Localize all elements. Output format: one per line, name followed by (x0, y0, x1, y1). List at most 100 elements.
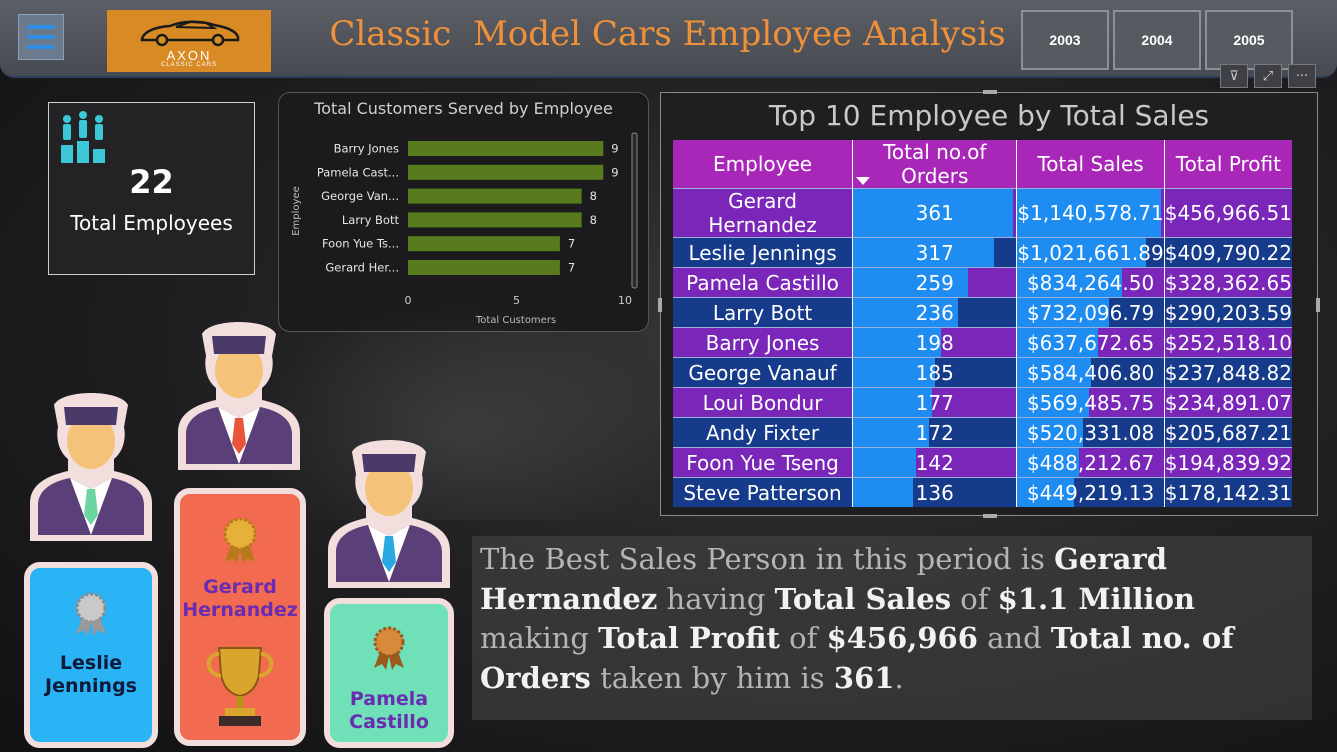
x-tick-label: 10 (618, 294, 632, 307)
table-row[interactable]: Barry Jones 198 $637,672.65 $252,518.10 (673, 327, 1292, 358)
bar[interactable] (408, 236, 560, 252)
customers-bar-chart[interactable]: Total Customers Served by Employee Emplo… (278, 92, 649, 332)
page-title: Classic Model Cars Employee Analysis (329, 14, 1006, 54)
cell-sales: $520,331.08 (1016, 417, 1165, 448)
cell-employee: Steve Patterson (673, 477, 854, 507)
year-button-2003[interactable]: 2003 (1021, 10, 1109, 70)
cell-orders-databar (853, 448, 917, 477)
total-employees-label: Total Employees (70, 211, 233, 235)
cell-employee: Loui Bondur (673, 387, 854, 418)
table-row[interactable]: Loui Bondur 177 $569,485.75 $234,891.07 (673, 387, 1292, 418)
cell-orders-databar (853, 418, 930, 447)
bronze-medal-icon (373, 626, 405, 670)
cell-sales: $584,406.80 (1016, 357, 1165, 388)
cell-employee: George Vanauf (673, 357, 854, 388)
cell-sales-databar (1017, 238, 1146, 267)
cell-profit: $290,203.59 (1164, 297, 1292, 328)
hamburger-icon[interactable] (18, 14, 64, 60)
bar-category-label: Foon Yue Ts... (322, 237, 399, 251)
table-row[interactable]: Gerard Hernandez 361 $1,140,578.71 $456,966… (673, 188, 1292, 238)
cell-profit: $328,362.65 (1164, 267, 1292, 298)
column-header-sales[interactable]: Total Sales (1016, 140, 1165, 189)
podium-second-name: Leslie Jennings (45, 652, 137, 697)
more-options-icon[interactable]: ··· (1288, 64, 1316, 88)
focus-mode-icon[interactable]: ⤢ (1254, 64, 1282, 88)
bar[interactable] (408, 212, 582, 228)
cell-employee: Barry Jones (673, 327, 854, 358)
bar[interactable] (408, 141, 604, 156)
sort-desc-icon[interactable] (856, 177, 871, 185)
background-car-sheen (250, 300, 670, 520)
table-row[interactable]: Pamela Castillo 259 $834,264.50 $328,362.65 (673, 267, 1292, 298)
bar-category-label: Gerard Her... (325, 261, 399, 275)
filter-icon[interactable]: ⊽ (1220, 64, 1248, 88)
cell-employee: Foon Yue Tseng (673, 447, 854, 478)
total-employees-card[interactable]: 22 Total Employees (48, 102, 255, 275)
bar[interactable] (408, 260, 560, 275)
cell-sales: $569,485.75 (1016, 387, 1165, 418)
gold-medal-icon (223, 517, 257, 564)
cell-sales-databar (1017, 268, 1123, 297)
table-row[interactable]: Foon Yue Tseng 142 $488,212.67 $194,839.92 (673, 447, 1292, 478)
x-tick-label: 5 (513, 294, 520, 307)
table-row[interactable]: Andy Fixter 172 $520,331.08 $205,687.21 (673, 417, 1292, 448)
cell-orders: 198 (852, 327, 1018, 358)
table-row[interactable]: George Vanauf 185 $584,406.80 $237,848.82 (673, 357, 1292, 388)
resize-handle-left[interactable] (658, 298, 662, 312)
cell-orders: 361 (852, 188, 1018, 238)
cell-sales: $732,096.79 (1016, 297, 1165, 328)
cell-orders: 236 (852, 297, 1018, 328)
resize-handle-right[interactable] (1316, 298, 1320, 312)
column-header-employee[interactable]: Employee (673, 140, 854, 189)
resize-handle-bottom[interactable] (983, 514, 997, 518)
cell-employee: Andy Fixter (673, 417, 854, 448)
car-logo-icon (140, 20, 240, 47)
chart-title: Total Customers Served by Employee (314, 99, 613, 118)
cell-employee: Gerard Hernandez (673, 188, 854, 238)
table-row[interactable]: Leslie Jennings 317 $1,021,661.89 $409,790.… (673, 237, 1292, 268)
year-button-2005[interactable]: 2005 (1205, 10, 1293, 70)
bar-value-label: 9 (611, 142, 618, 156)
cell-sales: $449,219.13 (1016, 477, 1165, 507)
trophy-icon (206, 647, 274, 726)
cell-orders: 142 (852, 447, 1018, 478)
x-tick-label: 0 (405, 294, 412, 307)
company-logo: AXON CLASSIC CARS (107, 10, 271, 72)
table-title: Top 10 Employee by Total Sales (768, 99, 1210, 132)
cell-orders-databar (853, 189, 1014, 237)
cell-orders-databar (853, 268, 968, 297)
column-header-orders[interactable]: Total no.of Orders (852, 140, 1018, 189)
table-row[interactable]: Steve Patterson 136 $449,219.13 $178,142.31 (673, 477, 1292, 507)
bar[interactable] (408, 188, 582, 204)
bar-chart-svg: Employee Total Customers Barry Jones 9 Pam… (291, 132, 638, 326)
cell-sales: $488,212.67 (1016, 447, 1165, 478)
bar-value-label: 7 (568, 261, 575, 275)
bar[interactable] (408, 164, 604, 180)
cell-profit: $205,687.21 (1164, 417, 1292, 448)
table-row[interactable]: Larry Bott 236 $732,096.79 $290,203.59 (673, 297, 1292, 328)
cell-sales-databar (1017, 189, 1161, 237)
summary-text: The Best Sales Person in this period is … (472, 536, 1312, 720)
cell-sales: $1,140,578.71 (1016, 188, 1165, 238)
year-button-2004[interactable]: 2004 (1113, 10, 1201, 70)
people-podium-icon (61, 111, 105, 163)
cell-sales-databar (1017, 388, 1089, 417)
column-header-profit[interactable]: Total Profit (1164, 140, 1292, 189)
cell-sales-databar (1017, 478, 1074, 507)
cell-employee: Leslie Jennings (673, 237, 854, 268)
cell-profit: $456,966.51 (1164, 188, 1292, 238)
bar-category-label: Pamela Cast... (317, 165, 399, 179)
cell-orders: 136 (852, 477, 1018, 507)
chart-scrollbar[interactable] (631, 132, 638, 289)
cell-orders-databar (853, 478, 914, 507)
bar-category-label: George Van... (321, 189, 399, 203)
resize-handle-top[interactable] (983, 90, 997, 94)
cell-sales: $834,264.50 (1016, 267, 1165, 298)
top-employees-table-panel[interactable]: Top 10 Employee by Total Sales Employee … (658, 90, 1320, 518)
bar-value-label: 9 (611, 165, 618, 179)
cell-orders-databar (853, 238, 994, 267)
person-first-icon (178, 322, 300, 470)
bar-value-label: 7 (568, 237, 575, 251)
cell-orders-databar (853, 388, 932, 417)
person-second-icon (30, 393, 152, 541)
